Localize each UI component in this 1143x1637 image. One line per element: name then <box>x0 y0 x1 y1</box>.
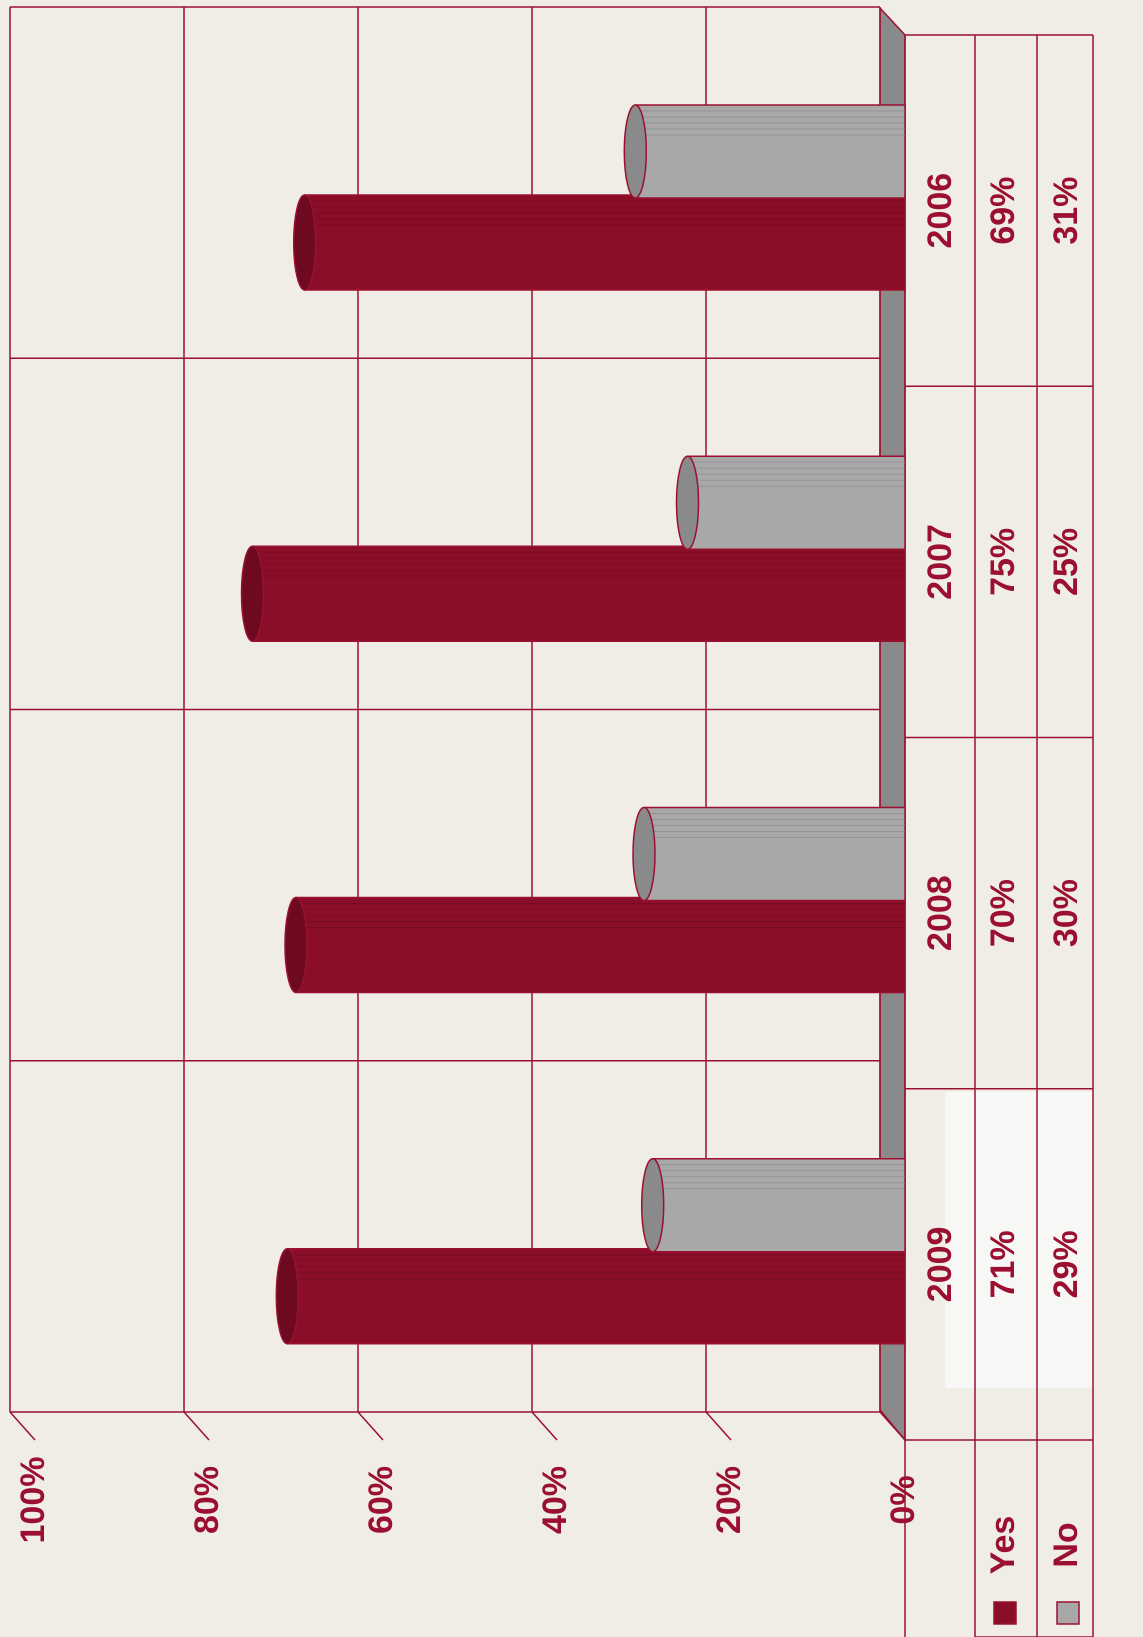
y-tick-label: 20% <box>710 1466 748 1534</box>
bar <box>651 1158 906 1253</box>
category-label: 2009 <box>921 1227 959 1303</box>
legend-swatch <box>1056 1601 1080 1625</box>
table-highlight <box>945 1092 1093 1388</box>
bar-cap <box>623 104 648 199</box>
tick-mark <box>879 1411 906 1441</box>
value-label: 30% <box>1047 879 1085 947</box>
y-tick-label: 40% <box>536 1466 574 1534</box>
bar-cap <box>632 806 656 902</box>
y-tick-label: 0% <box>884 1475 922 1524</box>
value-label: 69% <box>984 177 1022 245</box>
value-label: 31% <box>1047 177 1085 245</box>
bar-cap <box>275 1248 300 1345</box>
tick-mark <box>705 1411 732 1441</box>
bar <box>251 545 906 642</box>
bar <box>634 104 906 199</box>
category-label: 2006 <box>921 173 959 249</box>
y-tick-label: 80% <box>188 1466 226 1534</box>
tick-mark <box>357 1411 384 1441</box>
bar <box>643 806 906 902</box>
bar-cap <box>640 1158 665 1253</box>
category-label: 2007 <box>921 524 959 600</box>
tick-mark <box>183 1411 210 1441</box>
y-tick-label: 60% <box>362 1466 400 1534</box>
value-label: 29% <box>1047 1230 1085 1298</box>
bar-cap <box>675 455 700 550</box>
category-label: 2008 <box>921 875 959 951</box>
bar <box>686 455 906 550</box>
legend-label: Yes <box>984 1516 1022 1575</box>
value-label: 75% <box>984 528 1022 596</box>
legend-swatch <box>993 1601 1017 1625</box>
bar <box>295 896 906 994</box>
tick-mark <box>9 1411 36 1441</box>
value-label: 25% <box>1047 528 1085 596</box>
value-label: 70% <box>984 879 1022 947</box>
bar-cap <box>240 545 265 642</box>
bar-cap <box>292 194 317 291</box>
bar <box>303 194 906 291</box>
legend-label: No <box>1047 1522 1085 1567</box>
value-label: 71% <box>984 1230 1022 1298</box>
y-tick-label: 100% <box>14 1457 52 1544</box>
bar <box>286 1248 906 1345</box>
bar-cap <box>284 896 308 994</box>
tick-mark <box>531 1411 558 1441</box>
